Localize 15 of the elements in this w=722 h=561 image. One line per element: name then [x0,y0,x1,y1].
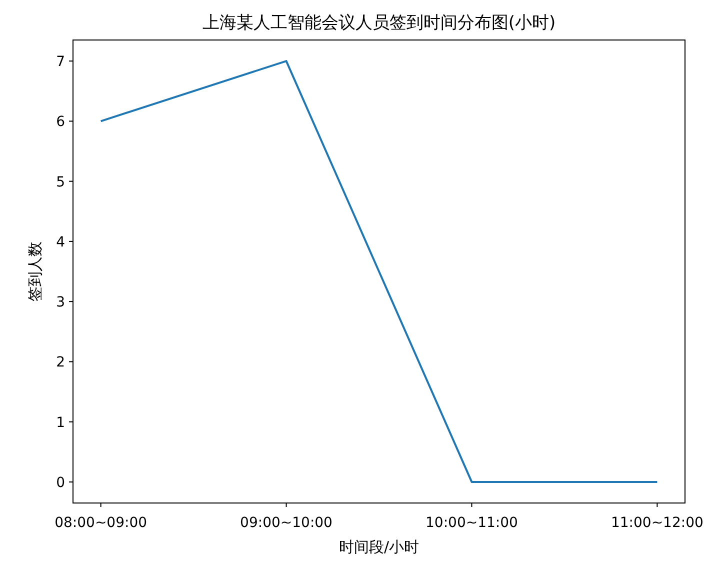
y-tick-label: 1 [56,414,65,431]
x-tick-label: 09:00~10:00 [240,515,332,531]
x-tick-label: 11:00~12:00 [610,515,704,531]
y-tick-label: 5 [56,174,65,190]
chart-title: 上海某人工智能会议人员签到时间分布图(小时) [202,13,556,33]
x-tick-label: 08:00~09:00 [54,515,148,531]
y-tick-label: 6 [56,114,66,130]
y-axis-title: 签到人数 [26,242,44,302]
x-tick-label: 10:00~11:00 [426,515,518,531]
x-axis-title: 时间段/小时 [338,538,420,556]
y-tick-label: 4 [56,234,66,250]
y-tick-label: 7 [56,54,65,70]
y-tick-label: 3 [56,294,65,311]
y-tick-label: 2 [56,354,65,371]
y-tick-label: 0 [56,474,65,491]
